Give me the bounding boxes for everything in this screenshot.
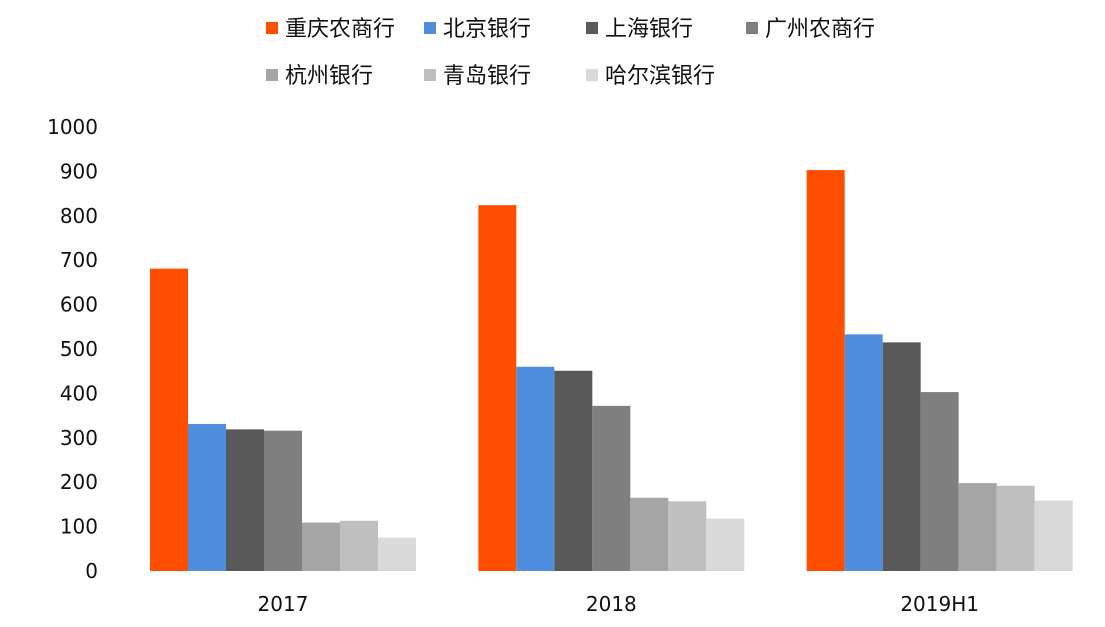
bar (516, 366, 555, 571)
bar (264, 430, 302, 571)
legend-label: 广州农商行 (765, 17, 875, 42)
y-tick-label: 0 (85, 559, 98, 583)
bar (706, 518, 745, 571)
bar (554, 370, 593, 571)
legend-swatch (586, 22, 598, 34)
y-tick-label: 400 (60, 381, 98, 405)
legend-item: 青岛银行 (424, 64, 531, 89)
bar (226, 429, 264, 571)
legend-swatch (266, 22, 278, 34)
y-tick-label: 1000 (47, 115, 98, 139)
legend-item: 北京银行 (424, 17, 531, 42)
bar (150, 268, 188, 571)
bar (996, 485, 1035, 571)
x-axis: 2017 2018 2019H1 (258, 592, 979, 616)
legend-label: 青岛银行 (443, 64, 531, 89)
bar (302, 522, 340, 571)
bar (340, 520, 378, 571)
legend-label: 北京银行 (443, 17, 531, 42)
bar (958, 483, 997, 571)
legend-item: 上海银行 (586, 17, 693, 42)
legend-item: 杭州银行 (266, 64, 373, 89)
x-tick-label: 2017 (258, 592, 309, 616)
legend-swatch (746, 22, 758, 34)
x-tick-label: 2019H1 (900, 592, 979, 616)
bar (478, 205, 517, 572)
bar (844, 334, 883, 571)
legend-label: 重庆农商行 (285, 17, 395, 42)
bar (668, 501, 707, 571)
y-tick-label: 100 (60, 515, 98, 539)
legend-label: 哈尔滨银行 (605, 64, 715, 89)
bar (630, 497, 669, 571)
legend-swatch (586, 69, 598, 81)
bar (188, 424, 226, 571)
legend-swatch (424, 22, 436, 34)
y-axis: 0 100 200 300 400 500 600 700 800 900 1000 (47, 115, 98, 583)
y-tick-label: 600 (60, 293, 98, 317)
bar (592, 405, 631, 571)
bar (378, 537, 416, 571)
y-tick-label: 300 (60, 426, 98, 450)
legend-label: 上海银行 (605, 17, 693, 42)
legend-swatch (424, 69, 436, 81)
legend-item: 哈尔滨银行 (586, 64, 715, 89)
legend-item: 重庆农商行 (266, 17, 395, 42)
legend-label: 杭州银行 (285, 64, 373, 89)
legend-swatch (266, 69, 278, 81)
bar (920, 392, 959, 571)
y-tick-label: 700 (60, 248, 98, 272)
y-tick-label: 200 (60, 470, 98, 494)
bar (806, 170, 845, 571)
legend-item: 广州农商行 (746, 17, 875, 42)
bars (150, 170, 1073, 572)
y-tick-label: 900 (60, 159, 98, 183)
y-tick-label: 800 (60, 204, 98, 228)
bar (1034, 500, 1073, 571)
x-tick-label: 2018 (586, 592, 637, 616)
y-tick-label: 500 (60, 337, 98, 361)
bar (882, 342, 921, 571)
